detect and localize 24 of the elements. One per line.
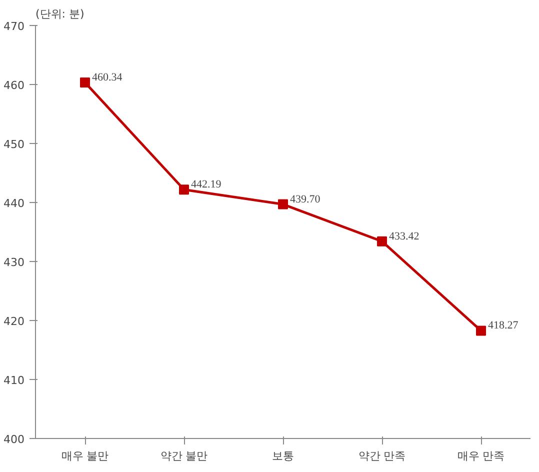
y-tick-label: 400 [4, 433, 25, 446]
data-label: 460.34 [92, 71, 123, 84]
y-tick-label: 410 [4, 374, 25, 387]
x-tick-label: 약간 만족 [358, 450, 406, 462]
point [179, 184, 189, 195]
x-tick-label: 보통 [272, 450, 294, 462]
y-tick-label: 430 [4, 256, 25, 269]
x-tick-label: 매우 불만 [61, 450, 109, 462]
y-axis-title: (단위: 분) [36, 8, 84, 20]
point [278, 199, 288, 210]
x-tick-label: 약간 불만 [160, 450, 208, 462]
y-tick-label: 460 [4, 79, 25, 92]
y-tick-label: 470 [4, 20, 25, 33]
data-label: 439.70 [290, 193, 321, 206]
y-tick-label: 450 [4, 138, 25, 151]
point [377, 236, 387, 246]
y-tick-label: 420 [4, 315, 25, 328]
data-label: 433.42 [389, 230, 420, 242]
y-tick-label: 440 [4, 197, 25, 210]
data-label: 442.19 [191, 178, 222, 191]
point [80, 77, 90, 88]
x-tick-label: 매우 만족 [457, 450, 505, 462]
point [476, 326, 486, 336]
data-label: 418.27 [488, 320, 519, 332]
